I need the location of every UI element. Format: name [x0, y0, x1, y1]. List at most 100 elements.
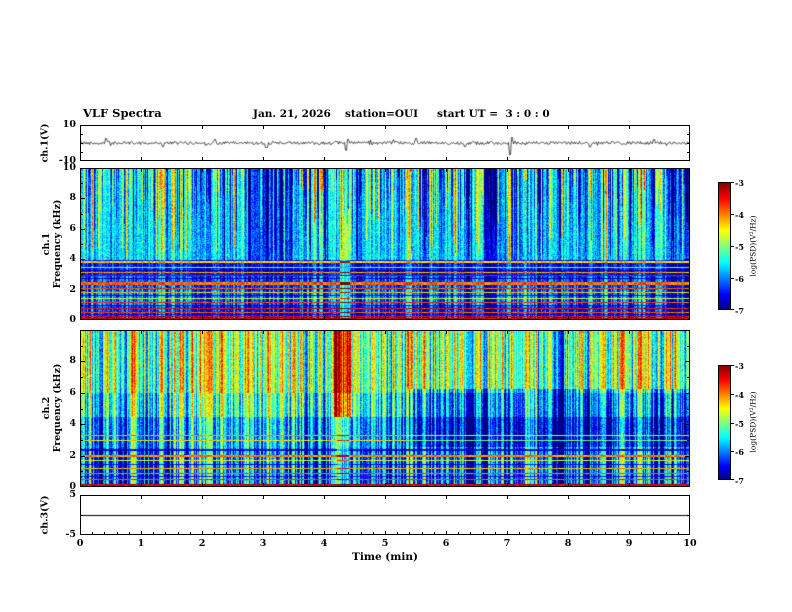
x-minor-tick-mark [580, 532, 582, 535]
x-tick-mark [629, 483, 630, 487]
x-minor-tick-mark [360, 532, 362, 535]
x-tick-mark [446, 125, 447, 129]
x-minor-tick-mark [531, 532, 533, 535]
ch2-frequency-axis-label-line2: Frequency (kHz) [52, 363, 63, 453]
colorbar-tick-mark [731, 278, 734, 279]
colorbar-tick-label: -3 [735, 361, 744, 371]
y-minor-tick-mark [80, 345, 83, 347]
x-tick-mark [568, 495, 569, 499]
x-tick-mark [80, 168, 81, 172]
y-tick-label: 10 [62, 162, 76, 173]
x-tick-mark [80, 495, 81, 499]
colorbar-tick-label: -7 [735, 306, 744, 316]
x-tick-mark [446, 531, 447, 535]
x-tick-mark [263, 531, 264, 535]
figure-title: VLF Spectra [83, 106, 162, 120]
colorbar-tick-label: -4 [735, 210, 744, 220]
x-tick-mark [80, 531, 81, 535]
x-tick-mark [324, 125, 325, 129]
colorbar-tick-mark [731, 182, 734, 183]
x-minor-tick-mark [482, 532, 484, 535]
x-tick-mark [385, 157, 386, 161]
ch1-spectrogram-canvas [80, 168, 690, 320]
x-minor-tick-mark [372, 532, 374, 535]
x-tick-mark [446, 330, 447, 334]
x-tick-label: 4 [320, 538, 328, 549]
x-tick-mark [629, 316, 630, 320]
x-minor-tick-mark [494, 532, 496, 535]
y-minor-tick-mark [687, 274, 690, 276]
x-tick-mark [324, 531, 325, 535]
x-tick-mark [507, 531, 508, 535]
colorbar-tick-label: -7 [735, 476, 744, 486]
y-tick-label: 8 [69, 355, 76, 367]
x-tick-mark [141, 316, 142, 320]
y-tick-mark [80, 455, 85, 457]
colorbar-tick-label: -6 [735, 447, 744, 458]
y-tick-mark [80, 424, 85, 426]
colorbar-tick-label: -4 [735, 389, 744, 400]
x-tick-mark [80, 157, 81, 161]
x-tick-mark [202, 125, 203, 129]
y-tick-label: 8 [69, 192, 76, 204]
x-tick-mark [202, 483, 203, 487]
x-minor-tick-mark [226, 532, 228, 535]
y-tick-label: 0 [69, 314, 76, 325]
y-tick-label: 6 [69, 222, 76, 234]
y-tick-label: 5 [69, 489, 76, 500]
x-tick-mark [141, 495, 142, 499]
x-tick-mark [689, 483, 690, 487]
colorbar-tick-mark [731, 393, 734, 395]
y-tick-mark [80, 228, 85, 230]
y-tick-mark [685, 392, 690, 394]
ch1-colorbar-label: log(PSD)(V²/Hz) [748, 215, 758, 277]
x-tick-mark [385, 531, 386, 535]
x-tick-mark [629, 168, 630, 172]
y-minor-tick-mark [687, 152, 690, 153]
ch2-colorbar-label: log(PSD)(V²/Hz) [748, 391, 758, 453]
y-minor-tick-mark [687, 471, 690, 473]
y-minor-tick-mark [687, 183, 690, 185]
y-tick-mark [685, 259, 690, 261]
x-tick-mark [202, 168, 203, 172]
colorbar-tick-mark [731, 309, 734, 310]
x-tick-label: 3 [259, 538, 267, 549]
y-minor-tick-mark [80, 304, 83, 306]
x-minor-tick-mark [433, 532, 435, 535]
x-tick-mark [385, 495, 386, 499]
colorbar-tick-label: -3 [735, 178, 744, 188]
ch1-frequency-axis-label-line2: Frequency (kHz) [52, 199, 63, 289]
colorbar-tick-mark [731, 451, 734, 453]
y-minor-tick-mark [687, 143, 690, 144]
y-minor-tick-mark [80, 152, 83, 153]
x-tick-mark [324, 157, 325, 161]
x-minor-tick-mark [519, 532, 521, 535]
y-minor-tick-mark [687, 377, 690, 379]
x-minor-tick-mark [177, 532, 179, 535]
x-minor-tick-mark [677, 532, 679, 535]
x-minor-tick-mark [336, 532, 338, 535]
x-minor-tick-mark [592, 532, 594, 535]
x-minor-tick-mark [348, 532, 350, 535]
x-tick-mark [141, 125, 142, 129]
y-tick-label: -10 [58, 155, 76, 166]
x-tick-mark [446, 168, 447, 172]
y-minor-tick-mark [687, 439, 690, 441]
x-tick-mark [568, 483, 569, 487]
x-tick-mark [385, 330, 386, 334]
y-minor-tick-mark [80, 377, 83, 379]
x-tick-mark [324, 316, 325, 320]
x-tick-mark [507, 330, 508, 334]
x-tick-label: 10 [683, 538, 697, 549]
x-tick-mark [324, 168, 325, 172]
x-tick-mark [324, 495, 325, 499]
figure-date: Jan. 21, 2026 [253, 108, 331, 120]
x-tick-mark [629, 125, 630, 129]
x-tick-mark [689, 125, 690, 129]
colorbar-tick-label: -5 [735, 242, 744, 252]
x-minor-tick-mark [409, 532, 411, 535]
x-minor-tick-mark [275, 532, 277, 535]
y-tick-mark [685, 361, 690, 363]
x-tick-mark [202, 531, 203, 535]
y-tick-mark [80, 259, 85, 261]
